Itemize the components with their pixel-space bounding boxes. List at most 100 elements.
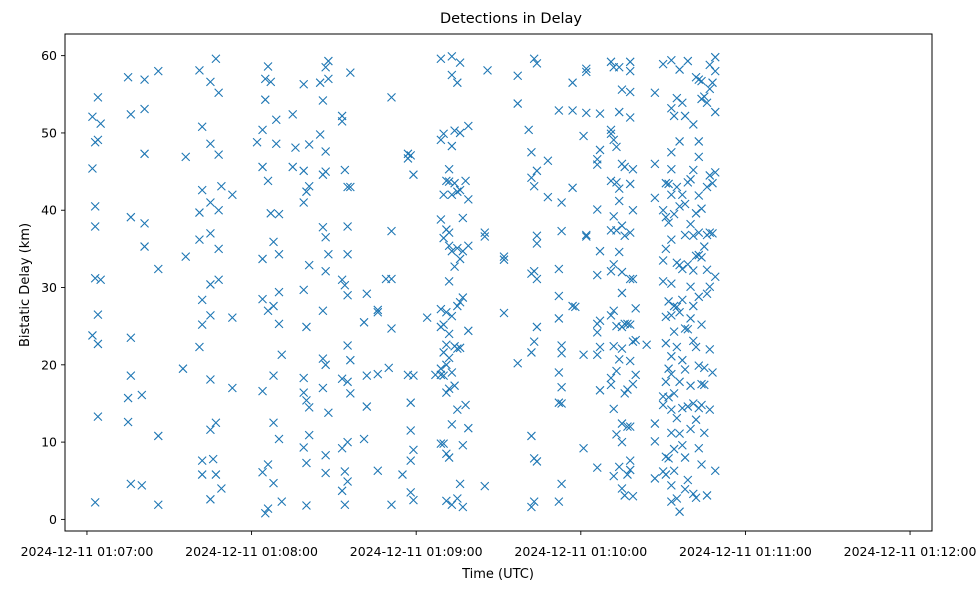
- data-point: [299, 388, 309, 398]
- data-point: [579, 131, 588, 141]
- data-point: [436, 215, 446, 224]
- data-point: [403, 149, 413, 159]
- data-point: [343, 249, 352, 259]
- data-point: [620, 491, 630, 500]
- data-point: [683, 402, 693, 411]
- data-point: [321, 232, 331, 242]
- data-point: [612, 366, 621, 376]
- data-point: [277, 497, 287, 507]
- data-point: [612, 429, 621, 439]
- data-point: [680, 324, 690, 333]
- x-axis: 2024-12-11 01:07:00 2024-12-11 01:08:00 20…: [21, 531, 977, 559]
- data-point: [666, 147, 676, 157]
- data-point: [343, 477, 352, 486]
- data-point: [527, 348, 536, 357]
- data-point: [140, 242, 149, 251]
- data-point: [628, 337, 638, 347]
- data-point: [206, 139, 215, 149]
- data-point: [554, 291, 564, 301]
- data-point: [625, 179, 635, 189]
- data-point: [513, 99, 523, 108]
- data-point: [625, 87, 635, 97]
- data-point: [206, 494, 215, 504]
- data-point: [422, 313, 432, 323]
- data-point: [88, 164, 97, 173]
- data-point: [362, 402, 372, 411]
- data-point: [436, 370, 446, 380]
- data-point: [658, 256, 668, 265]
- data-point: [302, 187, 311, 197]
- data-point: [672, 494, 682, 503]
- data-point: [592, 270, 602, 280]
- x-tick-label: 2024-12-11 01:12:00: [844, 544, 977, 559]
- data-point: [710, 466, 720, 476]
- data-point: [677, 440, 687, 450]
- y-tick-label: 30: [41, 280, 57, 295]
- data-point: [447, 70, 457, 80]
- data-point: [93, 339, 103, 349]
- data-point: [153, 264, 163, 274]
- data-point: [661, 312, 671, 322]
- data-point: [302, 458, 311, 468]
- data-point: [227, 313, 237, 323]
- data-point: [211, 54, 221, 64]
- data-point: [625, 356, 635, 366]
- data-point: [441, 388, 451, 398]
- data-point: [625, 228, 635, 238]
- data-point: [206, 310, 215, 320]
- data-point: [595, 246, 605, 256]
- data-point: [93, 92, 103, 102]
- data-point: [452, 405, 462, 415]
- data-point: [595, 316, 605, 326]
- data-point: [614, 247, 624, 257]
- data-point: [260, 74, 270, 84]
- data-point: [197, 185, 207, 195]
- data-point: [513, 71, 523, 81]
- data-point: [609, 135, 619, 145]
- data-point: [710, 272, 720, 282]
- data-point: [664, 392, 673, 402]
- data-point: [304, 140, 314, 149]
- data-point: [620, 231, 630, 241]
- data-point: [321, 450, 331, 460]
- data-point: [568, 301, 577, 311]
- data-point: [609, 259, 619, 269]
- data-point: [463, 326, 473, 336]
- data-point: [137, 481, 147, 490]
- data-point: [661, 377, 671, 387]
- data-point: [631, 335, 641, 345]
- data-point: [153, 431, 163, 441]
- data-point: [318, 354, 328, 364]
- data-point: [708, 368, 717, 377]
- data-point: [227, 383, 237, 393]
- data-point: [669, 389, 679, 398]
- data-point: [532, 274, 542, 284]
- data-point: [441, 449, 451, 459]
- data-point: [90, 273, 100, 283]
- data-point: [252, 137, 262, 147]
- data-point: [123, 393, 133, 403]
- data-point: [672, 182, 682, 192]
- data-point: [661, 212, 671, 222]
- data-point: [197, 456, 207, 466]
- data-point: [387, 226, 396, 236]
- data-point: [137, 390, 147, 400]
- data-point: [675, 65, 684, 74]
- data-point: [455, 297, 465, 307]
- data-point: [606, 176, 616, 186]
- data-point: [258, 254, 267, 264]
- data-point: [181, 152, 191, 162]
- data-point: [362, 371, 372, 381]
- data-point: [88, 331, 97, 340]
- data-point: [441, 340, 451, 350]
- data-point: [686, 219, 695, 229]
- data-point: [666, 164, 676, 174]
- data-point: [455, 343, 465, 353]
- data-point: [318, 222, 328, 232]
- data-point: [340, 467, 350, 476]
- data-point: [387, 274, 396, 284]
- data-point: [688, 336, 698, 346]
- data-point: [617, 419, 627, 428]
- y-axis: 0 10 20 30 40 50 60: [41, 48, 65, 527]
